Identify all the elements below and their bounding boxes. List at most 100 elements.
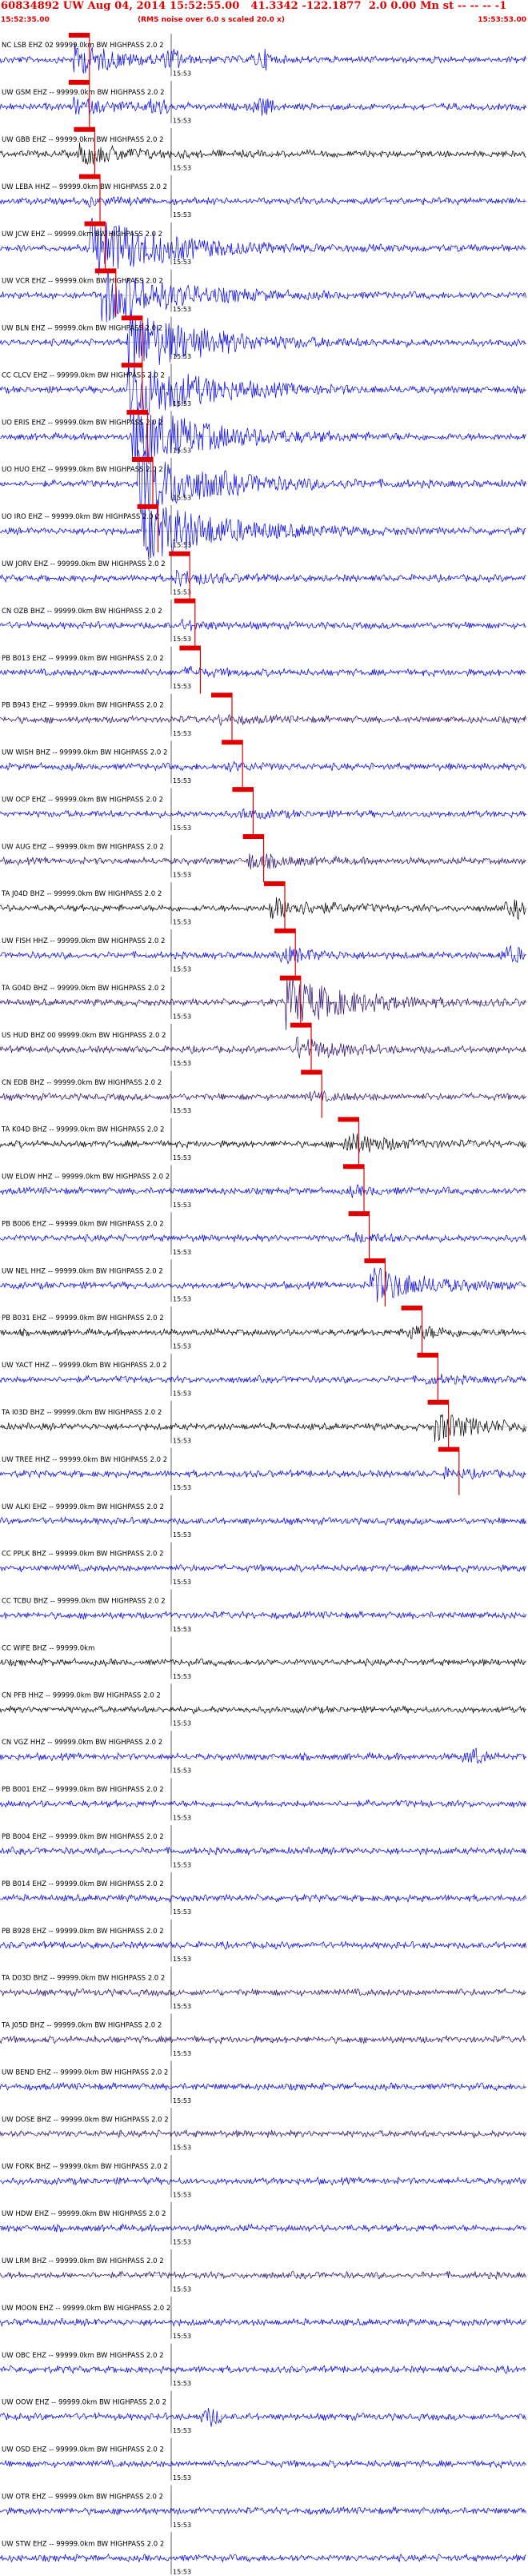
station-label: CN VGZ HHZ -- 99999.0km BW HIGHPASS 2.0 … — [2, 1739, 162, 1747]
trace-row: PB B031 EHZ -- 99999.0km BW HIGHPASS 2.0… — [0, 1305, 526, 1354]
waveform — [0, 1184, 526, 1198]
station-label: TA J05D BHZ -- 99999.0km BW HIGHPASS 2.0… — [1, 2022, 162, 2030]
waveform — [0, 309, 526, 375]
time-mark-label: 15:53 — [173, 1908, 191, 1916]
time-mark-label: 15:53 — [173, 1626, 191, 1633]
station-label: TA G04D BHZ -- 99999.0km BW HIGHPASS 2.0… — [1, 985, 165, 993]
station-label: UW GSM EHZ -- 99999.0km BW HIGHPASS 2.0 … — [2, 89, 165, 97]
pick-marker — [274, 928, 296, 933]
trace-row: CC CLCV EHZ -- 99999.0km BW HIGHPASS 2.0… — [0, 359, 526, 422]
trace-row: PB B006 EHZ -- 99999.0km BW HIGHPASS 2.0… — [0, 1211, 526, 1260]
station-label: CN EDB BHZ -- 99999.0km BW HIGHPASS 2.0 … — [2, 1079, 162, 1087]
pick-marker — [301, 1069, 322, 1075]
waveform — [0, 1940, 526, 1950]
station-label: PB B943 EHZ -- 99999.0km BW HIGHPASS 2.0… — [2, 702, 164, 710]
station-label: UW DOSE BHZ -- 99999.0km BW HIGHPASS 2.0… — [2, 2116, 169, 2124]
time-mark-label: 15:53 — [173, 164, 191, 171]
trace-row: UW HDW EHZ -- 99999.0km BW HIGHPASS 2.0 … — [0, 2202, 526, 2245]
trace-row: UW FORK BHZ -- 99999.0km BW HIGHPASS 2.0… — [0, 2155, 526, 2199]
waveform — [0, 218, 526, 276]
pick-marker — [401, 1305, 422, 1310]
pick-marker — [242, 834, 264, 840]
time-mark-label: 15:53 — [173, 1107, 191, 1114]
pick-marker — [279, 975, 301, 981]
trace-row: UW NEL HHZ -- 99999.0km BW HIGHPASS 2.0 … — [0, 1258, 526, 1307]
time-mark-label: 15:53 — [173, 1202, 191, 1209]
station-label: UO HUO EHZ -- 99999.0km BW HIGHPASS 2.0 … — [2, 466, 163, 474]
waveform — [0, 2365, 526, 2375]
trace-row: UW STW EHZ -- 99999.0km BW HIGHPASS 2.0 … — [0, 2532, 526, 2576]
event-title: 60834892 UW Aug 04, 2014 15:52:55.00 41.… — [1, 0, 507, 12]
time-mark-label: 15:53 — [173, 2238, 191, 2245]
pick-marker — [68, 79, 90, 85]
time-mark-label: 15:53 — [173, 2380, 191, 2387]
trace-row: CN PFB HHZ -- 99999.0km BW HIGHPASS 2.0 … — [0, 1683, 526, 1727]
time-mark-label: 15:53 — [173, 2003, 191, 2010]
waveform — [0, 1036, 526, 1059]
trace-row: TA D03D BHZ -- 99999.0km BW HIGHPASS 2.0… — [0, 1966, 526, 2010]
time-mark-label: 15:53 — [173, 1296, 191, 1303]
time-mark-label: 15:53 — [173, 1343, 191, 1350]
trace-row: CC WIFE BHZ -- 99999.0km 15:53 — [0, 1636, 526, 1680]
waveform — [0, 196, 526, 207]
trace-row: TA J05D BHZ -- 99999.0km BW HIGHPASS 2.0… — [0, 2013, 526, 2057]
trace-row: PB B013 EHZ -- 99999.0km BW HIGHPASS 2.0… — [0, 645, 526, 694]
station-label: UW STW EHZ -- 99999.0km BW HIGHPASS 2.0 … — [2, 2540, 164, 2548]
time-mark-label: 15:53 — [173, 400, 191, 407]
station-label: CN PFB HHZ -- 99999.0km BW HIGHPASS 2.0 … — [2, 1691, 161, 1699]
trace-row: NC LSB EHZ 02 99999.0km BW HIGHPASS 2.0 … — [0, 32, 526, 82]
time-mark-label: 15:53 — [173, 1673, 191, 1680]
time-mark-label: 15:53 — [173, 1249, 191, 1256]
station-label: UW TREE HHZ -- 99999.0km BW HIGHPASS 2.0… — [2, 1456, 167, 1464]
waveform — [0, 1846, 526, 1856]
trace-row: UW AUG EHZ -- 99999.0km BW HIGHPASS 2.0 … — [0, 834, 526, 883]
trace-row: UW DOSE BHZ -- 99999.0km BW HIGHPASS 2.0… — [0, 2108, 526, 2152]
station-label: PB B006 EHZ -- 99999.0km BW HIGHPASS 2.0… — [2, 1220, 164, 1228]
pick-marker — [126, 410, 148, 415]
time-mark-label: 15:53 — [173, 825, 191, 832]
trace-row: UW LEBA HHZ -- 99999.0km BW HIGHPASS 2.0… — [0, 174, 526, 223]
waveform — [0, 2129, 526, 2139]
waveform — [0, 359, 526, 422]
trace-row: UW JORV EHZ -- 99999.0km BW HIGHPASS 2.0… — [0, 551, 526, 600]
pick-marker — [427, 1399, 449, 1405]
waveform — [0, 1267, 526, 1302]
trace-row: CN OZB BHZ -- 99999.0km BW HIGHPASS 2.0 … — [0, 598, 526, 647]
time-mark-label: 15:53 — [173, 965, 191, 973]
waveform — [0, 897, 526, 921]
station-label: CC TCBU BHZ -- 99999.0km BW HIGHPASS 2.0… — [2, 1598, 166, 1606]
trace-row: TA K04D BHZ -- 99999.0km BW HIGHPASS 2.0… — [0, 1117, 526, 1166]
trace-row: UW GBB EHZ -- 99999.0km BW HIGHPASS 2.0 … — [0, 126, 526, 175]
station-label: PB B031 EHZ -- 99999.0km BW HIGHPASS 2.0… — [2, 1314, 164, 1322]
waveform — [0, 2553, 526, 2563]
time-mark-label: 15:53 — [173, 636, 191, 643]
station-label: UW VCR EHZ -- 99999.0km BW HIGHPASS 2.0 … — [2, 278, 163, 286]
waveform — [0, 1516, 526, 1526]
trace-row: UO HUO EHZ -- 99999.0km BW HIGHPASS 2.0 … — [0, 449, 526, 515]
time-mark-label: 15:53 — [173, 1060, 191, 1067]
station-label: UW AUG EHZ -- 99999.0km BW HIGHPASS 2.0 … — [2, 843, 164, 851]
pick-marker — [338, 1117, 359, 1122]
trace-row: CC TCBU BHZ -- 99999.0km BW HIGHPASS 2.0… — [0, 1589, 526, 1633]
time-mark-label: 15:53 — [173, 1579, 191, 1586]
station-label: UW MOON EHZ -- 99999.0km BW HIGHPASS 2.0… — [2, 2305, 170, 2313]
time-mark-label: 15:53 — [173, 1720, 191, 1727]
waveform — [0, 2270, 526, 2280]
trace-row: UO ERIS EHZ -- 99999.0km BW HIGHPASS 2.0… — [0, 407, 526, 464]
waveform — [0, 808, 526, 820]
trace-row: UW BEND EHZ -- 99999.0km BW HIGHPASS 2.0… — [0, 2060, 526, 2105]
waveform — [0, 1657, 526, 1667]
station-label: TA I03D BHZ -- 99999.0km BW HIGHPASS 2.0… — [1, 1409, 162, 1417]
time-mark-label: 15:53 — [173, 1767, 191, 1775]
station-label: PB B004 EHZ -- 99999.0km BW HIGHPASS 2.0… — [2, 1833, 164, 1841]
station-label: UW GBB EHZ -- 99999.0km BW HIGHPASS 2.0 … — [2, 136, 164, 144]
trace-row: UO IRO EHZ -- 99999.0km BW HIGHPASS 2.0 … — [0, 501, 526, 560]
waveform — [0, 665, 526, 679]
trace-row: UW GSM EHZ -- 99999.0km BW HIGHPASS 2.0 … — [0, 79, 526, 128]
station-label: UW WISH BHZ -- 99999.0km BW HIGHPASS 2.0… — [2, 749, 167, 757]
station-label: UO IRO EHZ -- 99999.0km BW HIGHPASS 2.0 … — [2, 513, 160, 521]
time-mark-label: 15:53 — [173, 2427, 191, 2434]
pick-marker — [264, 881, 285, 886]
pick-marker — [417, 1352, 438, 1358]
pick-marker — [174, 598, 195, 604]
